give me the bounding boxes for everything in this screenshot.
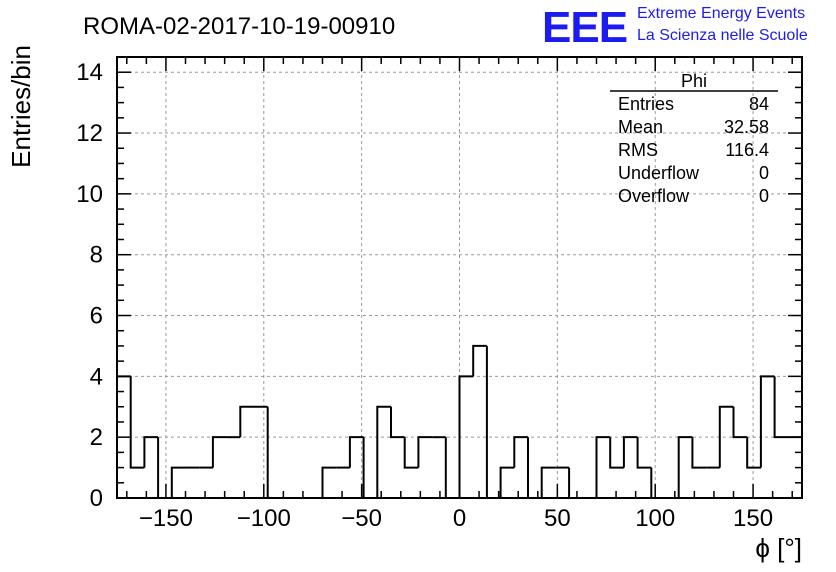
histogram-bin [540, 466, 556, 498]
histogram-bin [650, 467, 665, 499]
y-tick-label: 6 [90, 303, 103, 330]
stats-value-rms: 116.4 [725, 140, 769, 160]
logo-tagline-2: La Scienza nelle Scuole [637, 27, 808, 44]
stats-label-entries: Entries [618, 94, 674, 114]
x-axis-title: ϕ [°] [755, 533, 802, 563]
histogram-bin [568, 467, 583, 499]
y-tick-label: 10 [76, 181, 103, 208]
histogram-bin [348, 436, 364, 468]
histogram-bin [321, 466, 337, 498]
stats-label-mean: Mean [618, 117, 663, 137]
histogram-bin [485, 345, 501, 499]
x-tick-label: 100 [635, 505, 675, 532]
histogram-bin [746, 437, 761, 469]
stats-title: Phi [681, 71, 707, 91]
x-tick-label: 0 [453, 505, 466, 532]
y-tick-label: 12 [76, 120, 103, 147]
logo-tagline-1: Extreme Energy Events [637, 5, 805, 22]
histogram-bin [211, 436, 227, 468]
histogram-bin [458, 375, 474, 498]
histogram-bin [239, 405, 254, 438]
histogram-bin [129, 376, 145, 469]
histogram-bin [513, 436, 528, 468]
eee-logo: EEE [542, 3, 627, 52]
histogram-bin [417, 436, 433, 468]
histogram-bin [691, 437, 707, 469]
histogram-bin [759, 375, 775, 468]
histogram-bin [773, 376, 789, 439]
histogram-bin [636, 437, 652, 469]
histogram-bin [444, 437, 460, 499]
y-axis-title: Entries/bin [6, 45, 36, 168]
axis-ticks [117, 56, 802, 499]
x-tick-label: −50 [341, 505, 382, 532]
histogram-bin [376, 405, 391, 498]
histogram-bars [116, 344, 803, 499]
run-title: ROMA-02-2017-10-19-00910 [83, 13, 395, 40]
y-tick-label: 2 [90, 424, 103, 451]
histogram-bin [157, 437, 172, 499]
histogram-bin [472, 344, 487, 377]
stats-value-overflow: 0 [759, 186, 769, 206]
y-tick-label: 4 [90, 363, 103, 390]
histogram-bin [266, 406, 282, 499]
histogram-bin [718, 405, 734, 468]
stats-label-rms: RMS [618, 140, 658, 160]
y-tick-label: 8 [90, 242, 103, 269]
stats-label-overflow: Overflow [618, 186, 690, 206]
histogram-bin [403, 437, 419, 469]
x-tick-label: −150 [139, 505, 193, 532]
stats-value-mean: 32.58 [724, 117, 769, 137]
tick-labels: −150 −100 −50 0 50 100 150 0 2 4 6 8 10 12 14 [76, 59, 773, 532]
x-tick-label: 150 [733, 505, 773, 532]
stats-value-underflow: 0 [759, 163, 769, 183]
histogram-bin [170, 466, 186, 498]
histogram-bin [362, 437, 378, 499]
histogram-bin [677, 436, 693, 498]
stats-box: Phi Entries 84 Mean 32.58 RMS 116.4 Unde… [610, 71, 778, 206]
histogram-bin [499, 466, 515, 498]
x-tick-label: 50 [544, 505, 571, 532]
x-tick-label: −100 [237, 505, 291, 532]
histogram-bin [732, 406, 748, 439]
stats-value-entries: 84 [749, 94, 769, 114]
histogram-bin [609, 437, 624, 469]
histogram-bin [527, 437, 542, 499]
histogram-bin [622, 436, 638, 468]
histogram-bin [390, 406, 405, 439]
histogram-bin [595, 436, 611, 498]
stats-label-underflow: Underflow [618, 163, 700, 183]
y-tick-label: 14 [76, 59, 103, 86]
histogram-bin [143, 436, 159, 468]
y-tick-label: 0 [90, 485, 103, 512]
